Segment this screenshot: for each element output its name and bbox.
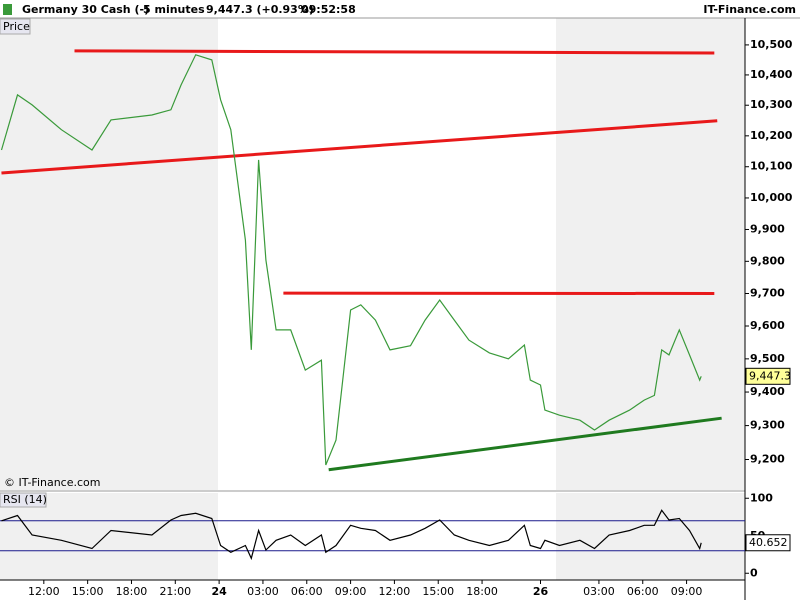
x-tick-label: 03:00 [583,585,615,598]
y-tick-label: 9,300 [750,419,785,432]
y-tick-label: 10,200 [750,129,793,142]
panel-label: RSI (14) [3,493,47,506]
instrument: Germany 30 Cash (-) [22,3,149,16]
session-shade [556,493,745,580]
panel-tab [0,492,47,508]
y-tick-label: 10,100 [750,160,793,173]
trend-line [328,416,722,472]
y-tick-label: 9,600 [750,319,785,332]
x-tick-label: 06:00 [627,585,659,598]
site: IT-Finance.com [703,3,796,16]
x-tick-label: 24 [211,585,227,598]
y-tick-label: 9,500 [750,352,785,365]
x-tick-label: 15:00 [72,585,104,598]
x-tick-label: 18:00 [466,585,498,598]
trend-line [74,49,715,55]
y-tick-label: 10,400 [750,68,793,81]
y-tick-label: 10,500 [750,38,793,51]
y-tick-label: 9,900 [750,222,785,235]
candle-icon [3,4,12,15]
x-tick-label: 03:00 [247,585,279,598]
trend-line [1,119,718,175]
panel-tab [0,18,31,35]
y-tick-label: 0 [750,566,758,579]
last-value-box [745,367,791,385]
quote: 9,447.3 (+0.93%) [206,3,314,16]
x-tick-label: 12:00 [28,585,60,598]
time: 09:52:58 [301,3,356,16]
interval: 5 minutes [143,3,205,16]
last-value-label: 9,447.3 [749,369,791,382]
last-value-box [745,534,791,552]
x-tick-label: 18:00 [116,585,148,598]
x-tick-label: 26 [533,585,549,598]
header-bar [0,0,800,18]
x-tick-label: 09:00 [335,585,367,598]
x-tick-label: 09:00 [671,585,703,598]
last-value-label: 40.652 [749,536,788,549]
x-tick-label: 06:00 [291,585,323,598]
session-shade [556,18,745,490]
y-tick-label: 9,800 [750,254,785,267]
x-tick-label: 15:00 [422,585,454,598]
x-tick-label: 12:00 [379,585,411,598]
price-line [0,54,702,466]
y-tick-label: 9,700 [750,286,785,299]
y-tick-label: 10,000 [750,191,793,204]
y-tick-label: 10,300 [750,98,793,111]
session-shade [0,18,218,490]
x-tick-label: 21:00 [159,585,191,598]
y-tick-label: 9,400 [750,385,785,398]
panel-label: Price [3,20,30,33]
watermark: © IT-Finance.com [4,476,101,489]
price-line [1,509,702,561]
y-tick-label: 100 [750,491,773,504]
y-tick-label: 9,200 [750,453,785,466]
